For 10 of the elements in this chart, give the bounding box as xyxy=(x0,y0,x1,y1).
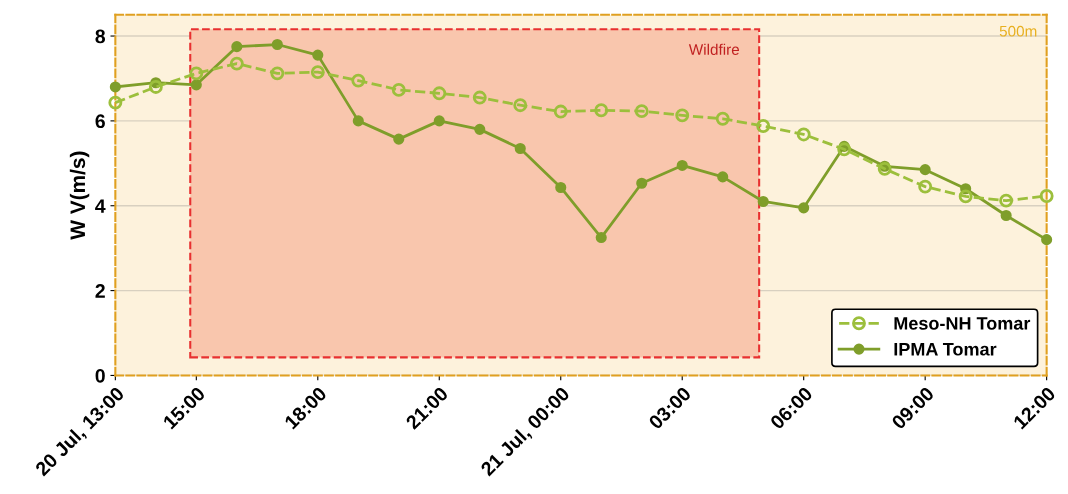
band-label: Wildfire xyxy=(688,43,740,55)
annotation: 500m xyxy=(999,25,1037,37)
y-tick-label: 4 xyxy=(95,199,106,213)
legend-label: IPMA Tomar xyxy=(894,343,997,356)
y-tick-label: 6 xyxy=(95,114,105,129)
y-tick-label: 2 xyxy=(95,284,105,298)
y-tick-label: 0 xyxy=(95,368,105,383)
y-tick-label: 8 xyxy=(95,29,106,44)
legend-label: Meso-NH Tomar xyxy=(894,317,1031,330)
y-axis-title: W V(m/s) xyxy=(69,151,90,240)
